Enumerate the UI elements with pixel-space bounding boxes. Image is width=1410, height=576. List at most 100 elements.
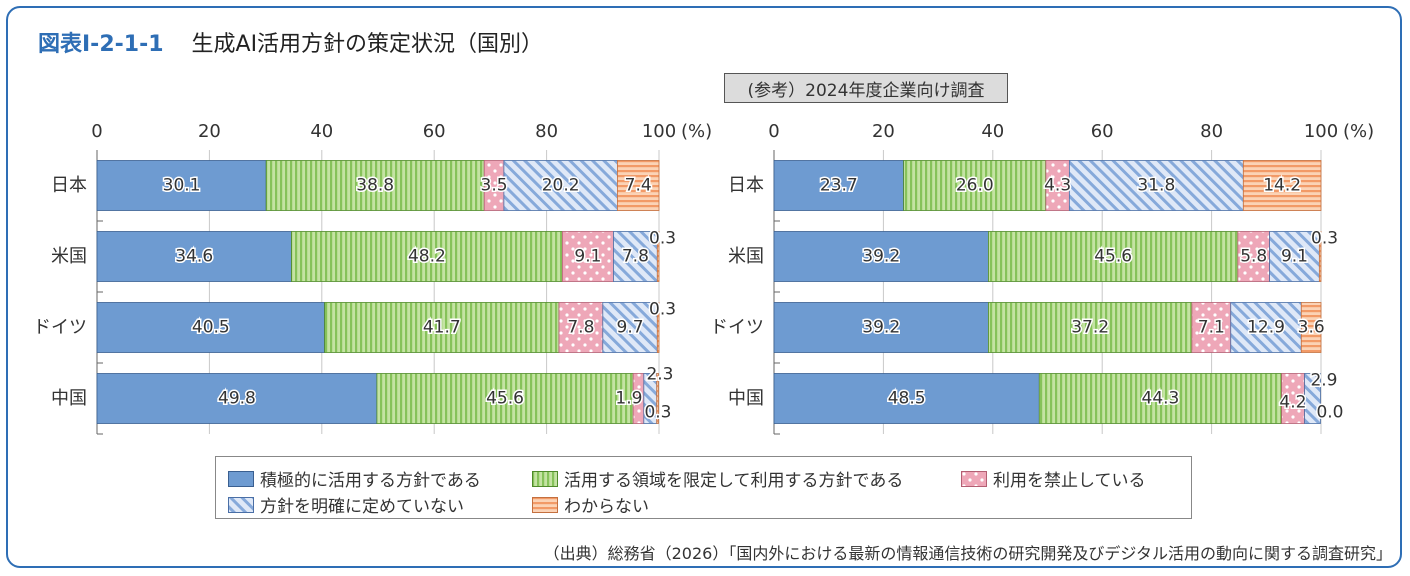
x-tick-label: 60 xyxy=(423,121,446,142)
legend-item-limited: 活用する領域を限定して利用する方針である xyxy=(532,466,903,491)
bar-active xyxy=(773,231,989,282)
category-label: 米国 xyxy=(51,246,87,267)
data-label-active: 40.5 xyxy=(192,318,230,338)
bar-limited xyxy=(988,302,1193,353)
bar-active xyxy=(773,160,905,211)
bar-unknown xyxy=(656,231,660,282)
data-label-banned: 4.2 xyxy=(1279,393,1306,413)
data-label-active: 34.6 xyxy=(175,247,213,267)
x-tick-label: 20 xyxy=(872,121,895,142)
bar-banned xyxy=(1237,231,1270,282)
data-label-banned: 1.9 xyxy=(615,389,642,409)
data-label-limited: 45.6 xyxy=(1094,247,1132,267)
bar-banned xyxy=(561,231,614,282)
x-tick-label: 60 xyxy=(1091,121,1114,142)
chart-2024-reference: 0 20 40 60 80 100 (%) 日本 23.7 26.0 4.3 31.8 14.2 米国 39… xyxy=(710,121,1374,435)
bar-unknown xyxy=(656,302,660,353)
bar-active xyxy=(773,373,1040,424)
category-label: 中国 xyxy=(51,388,87,409)
data-label-undecided: 31.8 xyxy=(1137,176,1175,196)
data-label-banned: 7.8 xyxy=(567,318,594,338)
data-label-banned: 4.3 xyxy=(1044,176,1071,196)
x-tick-label: 0 xyxy=(768,121,779,142)
data-label-unknown: 14.2 xyxy=(1263,176,1301,196)
category-label: 中国 xyxy=(728,388,764,409)
reference-note: (参考）2024年度企業向け調査 xyxy=(724,73,1008,103)
x-tick-label: 100 xyxy=(642,121,676,142)
data-label-limited: 37.2 xyxy=(1071,318,1109,338)
data-label-undecided: 20.2 xyxy=(542,176,580,196)
x-tick-label: 40 xyxy=(310,121,333,142)
x-tick-label: 80 xyxy=(535,121,558,142)
data-label-active: 48.5 xyxy=(888,389,926,409)
category-label: 日本 xyxy=(51,175,87,196)
bar-unknown xyxy=(617,160,660,211)
legend-label-active: 積極的に活用する方針である xyxy=(260,471,481,491)
bar-unknown xyxy=(1300,302,1322,353)
data-label-active: 39.2 xyxy=(862,318,900,338)
data-label-unknown: 3.6 xyxy=(1298,318,1325,338)
legend-label-banned: 利用を禁止している xyxy=(993,471,1146,491)
data-label-undecided: 12.9 xyxy=(1247,318,1285,338)
category-label: ドイツ xyxy=(710,317,764,338)
chart-2025-survey: 0 20 40 60 80 100 (%) 日本 30.1 38.8 3.5 20.2 7.4 米国 34.… xyxy=(33,121,712,435)
data-label-undecided: 9.7 xyxy=(617,318,644,338)
bar-undecided xyxy=(1304,373,1321,424)
bar-limited xyxy=(324,302,560,353)
category-label: 日本 xyxy=(728,175,764,196)
bar-undecided xyxy=(1230,302,1302,353)
data-label-limited: 45.6 xyxy=(486,389,524,409)
data-label-undecided: 9.1 xyxy=(1281,247,1308,267)
legend-item-active: 積極的に活用する方針である xyxy=(228,466,481,491)
bar-undecided xyxy=(602,302,658,353)
x-tick-label: 80 xyxy=(1200,121,1223,142)
data-label-limited: 48.2 xyxy=(408,247,446,267)
bar-unknown xyxy=(656,373,659,424)
bar-active xyxy=(773,302,989,353)
figure-title: 生成AI活用方針の策定状況（国別） xyxy=(191,32,544,57)
data-label-limited: 26.0 xyxy=(956,176,994,196)
category-label: 米国 xyxy=(728,246,764,267)
source-note: （出典）総務省（2026）「国内外における最新の情報通信技術の研究開発及びデジタ… xyxy=(543,544,1392,563)
data-label-limited: 44.3 xyxy=(1142,389,1180,409)
data-label-limited: 38.8 xyxy=(356,176,394,196)
data-label-unknown: 0.0 xyxy=(1316,403,1343,423)
legend-label-limited: 活用する領域を限定して利用する方針である xyxy=(564,471,904,491)
legend-item-unknown: わからない xyxy=(532,492,649,517)
bar-limited xyxy=(1038,373,1283,424)
data-label-active: 23.7 xyxy=(820,176,858,196)
data-label-active: 39.2 xyxy=(862,247,900,267)
bar-active xyxy=(96,160,267,211)
figure-header: 図表Ⅰ-2-1-1 生成AI活用方針の策定状況（国別） xyxy=(38,26,543,58)
legend-item-undecided: 方針を明確に定めていない xyxy=(228,492,464,517)
bar-limited xyxy=(291,231,563,282)
data-label-undecided: 2.3 xyxy=(646,365,673,385)
category-label: ドイツ xyxy=(33,317,87,338)
x-axis-unit: (%) xyxy=(1343,121,1374,142)
legend-label-undecided: 方針を明確に定めていない xyxy=(260,497,464,517)
x-tick-label: 0 xyxy=(91,121,102,142)
data-label-limited: 41.7 xyxy=(423,318,461,338)
bar-undecided xyxy=(503,160,618,211)
x-tick-label: 40 xyxy=(981,121,1004,142)
data-label-unknown: 0.3 xyxy=(649,229,676,249)
data-label-undecided: 2.9 xyxy=(1310,371,1337,391)
data-label-unknown: 0.3 xyxy=(644,403,671,423)
bar-unknown xyxy=(1242,160,1322,211)
data-label-banned: 7.1 xyxy=(1198,318,1225,338)
bar-limited xyxy=(903,160,1047,211)
x-tick-label: 100 xyxy=(1304,121,1338,142)
data-label-banned: 9.1 xyxy=(574,247,601,267)
legend-item-banned: 利用を禁止している xyxy=(961,466,1146,491)
data-label-unknown: 0.3 xyxy=(1311,229,1338,249)
bar-unknown xyxy=(1318,231,1322,282)
legend: 積極的に活用する方針である 活用する領域を限定して利用する方針である 利用を禁止… xyxy=(215,456,1192,519)
figure-label: 図表Ⅰ-2-1-1 xyxy=(38,32,164,57)
data-label-unknown: 7.4 xyxy=(625,176,652,196)
data-label-active: 30.1 xyxy=(163,176,201,196)
bar-active xyxy=(96,373,378,424)
data-label-undecided: 7.8 xyxy=(622,247,649,267)
bar-limited xyxy=(376,373,634,424)
x-axis-unit: (%) xyxy=(681,121,712,142)
